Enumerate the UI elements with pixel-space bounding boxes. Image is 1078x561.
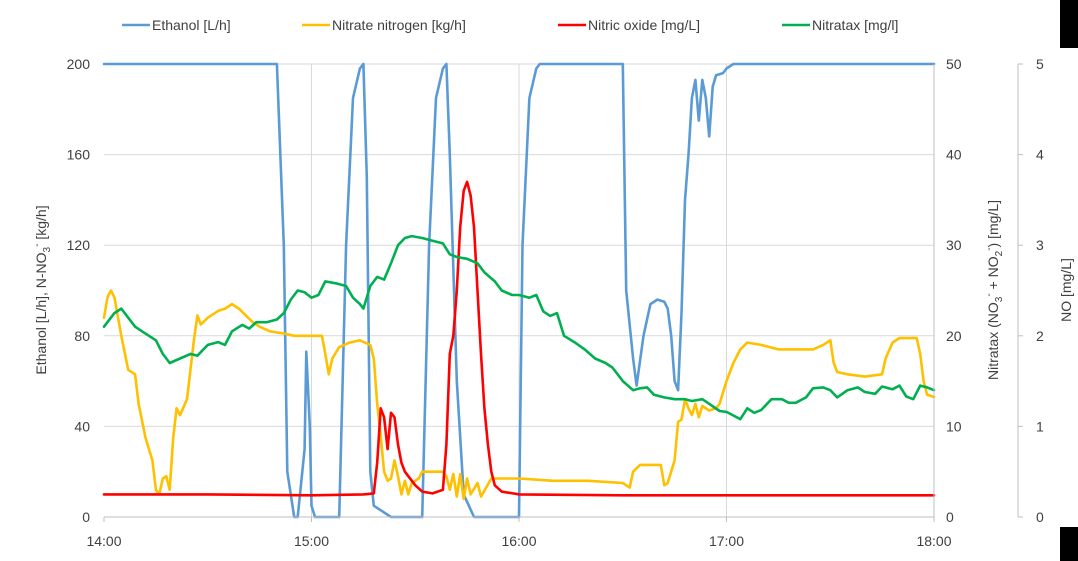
edge-block-bottom <box>1060 527 1078 561</box>
left-tick-label: 0 <box>82 509 90 525</box>
x-tick-label: 17:00 <box>709 533 744 549</box>
right2-tick-label: 4 <box>1036 147 1044 163</box>
right1-tick-label: 50 <box>946 56 962 72</box>
left-tick-label: 40 <box>74 418 90 434</box>
right1-tick-label: 20 <box>946 328 962 344</box>
right1-axis-title-sub: 2 <box>994 250 1005 256</box>
left-axis-title-part: Ethanol [L/h], N-NO <box>33 252 49 374</box>
x-tick-label: 15:00 <box>294 533 329 549</box>
series-layer <box>102 62 936 519</box>
right1-tick-label: 40 <box>946 147 962 163</box>
series-line-3 <box>102 234 936 421</box>
right1-axis-title-sub: 3 <box>994 296 1005 302</box>
left-tick-label: 160 <box>67 147 91 163</box>
legend-label: Ethanol [L/h] <box>152 17 231 33</box>
right1-axis-title: Nitratax (NO3- + NO2-) [mg/L] <box>984 200 1005 380</box>
right2-tick-label: 3 <box>1036 237 1044 253</box>
legend: Ethanol [L/h] Nitrate nitrogen [kg/h] Nitr… <box>122 17 898 33</box>
right2-tick-label: 0 <box>1036 509 1044 525</box>
right1-tick-label: 30 <box>946 237 962 253</box>
right1-tick-label: 10 <box>946 418 962 434</box>
right2-axis-title: NO [mg/L] <box>1058 258 1074 322</box>
axis-frame <box>103 63 1023 522</box>
left-axis-title-sup: - <box>32 244 43 247</box>
right2-tick-label: 1 <box>1036 418 1044 434</box>
left-tick-label: 80 <box>74 328 90 344</box>
series-line-1 <box>102 289 936 501</box>
left-axis-title: Ethanol [L/h], N-NO3- [kg/h] <box>32 205 53 374</box>
legend-label: Nitrate nitrogen [kg/h] <box>332 17 466 33</box>
right1-axis-title-part: Nitratax (NO <box>985 302 1001 380</box>
right1-tick-label: 0 <box>946 509 954 525</box>
left-axis-title-part: [kg/h] <box>33 205 49 243</box>
x-tick-label: 14:00 <box>86 533 121 549</box>
legend-label: Nitric oxide [mg/L] <box>588 17 700 33</box>
right2-tick-label: 2 <box>1036 328 1044 344</box>
x-tick-label: 16:00 <box>501 533 536 549</box>
right1-axis-title-part: ) [mg/L] <box>985 200 1001 247</box>
left-tick-label: 200 <box>67 56 91 72</box>
right1-axis-title-part: + NO <box>985 256 1001 293</box>
x-tick-label: 18:00 <box>916 533 951 549</box>
right1-axis-title-sup: - <box>984 293 995 296</box>
series-line-2 <box>102 180 936 497</box>
right2-tick-label: 5 <box>1036 56 1044 72</box>
left-tick-label: 120 <box>67 237 91 253</box>
edge-block-top <box>1060 0 1078 48</box>
right1-axis-title-sup: - <box>984 247 995 250</box>
legend-label: Nitratax [mg/l] <box>812 17 898 33</box>
left-axis-title-sub: 3 <box>42 246 53 252</box>
